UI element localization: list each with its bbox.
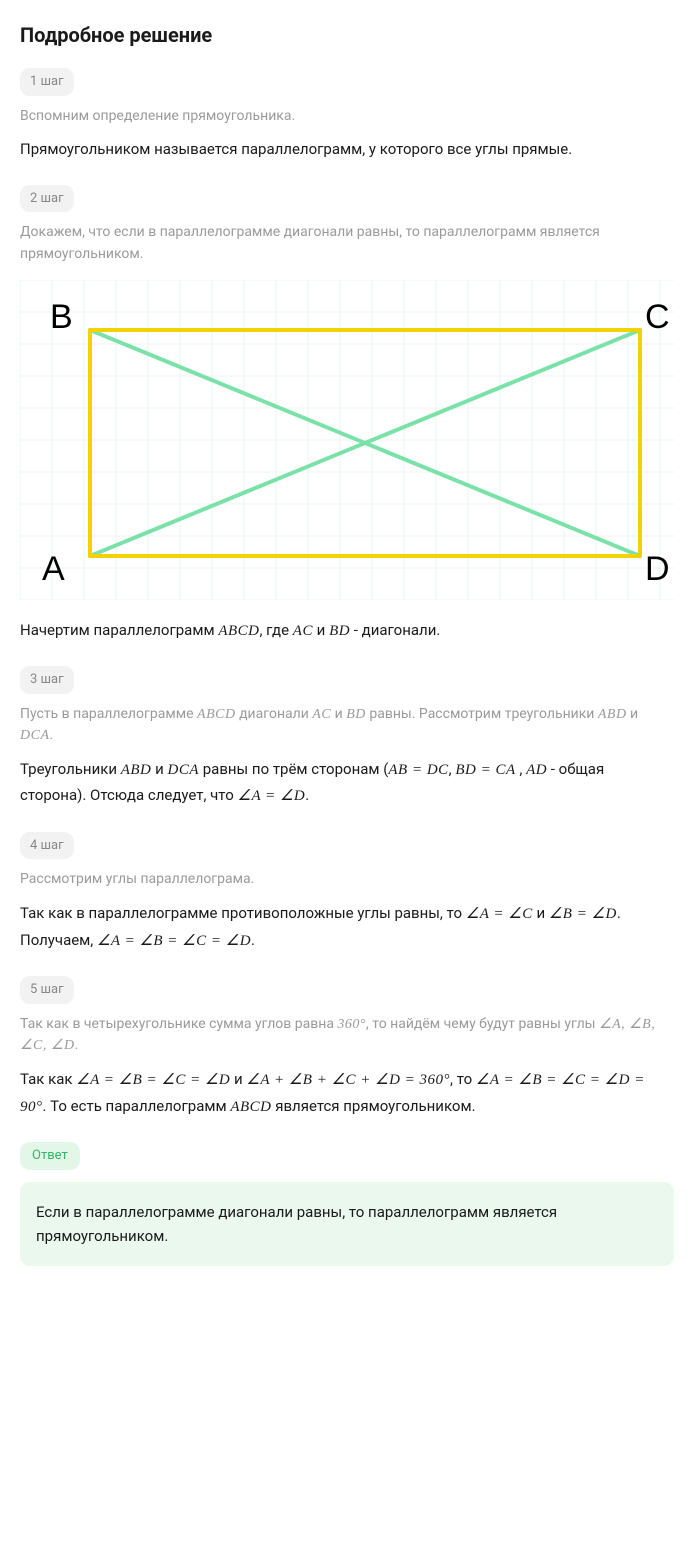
s3g-m1: ABCD [197, 707, 236, 722]
step-3: 3 шаг Пусть в параллелограмме ABCD диаго… [20, 666, 674, 810]
s5b-m1: ABCD [230, 1099, 271, 1115]
s5b-and: и [230, 1070, 246, 1088]
s3g-mid1: диагонали [236, 706, 313, 722]
s3g-pre: Пусть в параллелограмме [20, 706, 197, 722]
step-badge-4: 4 шаг [20, 832, 74, 860]
s3g-m3: BD [346, 707, 366, 722]
step-2-gray: Докажем, что если в параллелограмме диаг… [20, 222, 674, 265]
s3g-mid2: равны. Рассмотрим треугольники [366, 706, 598, 722]
s3b-and: и [151, 760, 167, 778]
s4b-eq1: ∠A = ∠C [466, 906, 533, 922]
caption-m2: AC [293, 623, 313, 639]
step-4-black: Так как в параллелограмме противоположны… [20, 901, 674, 954]
step-4: 4 шаг Рассмотрим углы параллелограма. Та… [20, 832, 674, 954]
svg-text:D: D [645, 550, 670, 588]
svg-text:C: C [645, 298, 670, 336]
s5b-mid: , то [450, 1070, 476, 1088]
s4b-and: и [533, 904, 549, 922]
s5g-pre: Так как в четырехугольнике сумма углов р… [20, 1016, 337, 1032]
step-2-caption: Начертим параллелограмм ABCD, где AC и B… [20, 618, 674, 645]
s3g-end: . [50, 727, 54, 743]
caption-and: и [313, 621, 329, 639]
answer-badge: Ответ [20, 1142, 80, 1170]
step-badge-5: 5 шаг [20, 976, 74, 1004]
step-1-gray: Вспомним определение прямоугольника. [20, 106, 674, 128]
page-title: Подробное решение [20, 20, 674, 50]
step-1: 1 шаг Вспомним определение прямоугольник… [20, 68, 674, 163]
s3g-m2: AC [312, 707, 331, 722]
step-1-black: Прямоугольником называется параллелограм… [20, 137, 674, 163]
answer-block: Ответ Если в параллелограмме диагонали р… [20, 1142, 674, 1266]
s3b-eq2: BD = CA [455, 762, 515, 778]
s5g-m1: 360° [337, 1017, 366, 1032]
svg-text:A: A [42, 550, 65, 588]
s3b-pre: Треугольники [20, 760, 121, 778]
s4b-eq3: ∠A = ∠B = ∠C = ∠D [97, 933, 251, 949]
s3b-c2: , [516, 760, 526, 778]
s4b-eq2: ∠B = ∠D [549, 906, 617, 922]
s3b-end: . [305, 786, 309, 804]
caption-m1: ABCD [218, 623, 259, 639]
step-2: 2 шаг Докажем, что если в параллелограмм… [20, 185, 674, 644]
s5b-eq1: ∠A = ∠B = ∠C = ∠D [76, 1072, 230, 1088]
step-badge-2: 2 шаг [20, 185, 74, 213]
step-badge-3: 3 шаг [20, 666, 74, 694]
step-5-black: Так как ∠A = ∠B = ∠C = ∠D и ∠A + ∠B + ∠C… [20, 1067, 674, 1120]
caption-post: - диагонали. [350, 621, 440, 639]
s4b-end: . [251, 931, 255, 949]
rectangle-diagram: B C A D [20, 280, 674, 600]
svg-text:B: B [50, 298, 73, 336]
s3g-m5: DCA [20, 728, 50, 743]
s5g-mid: , то найдём чему будут равны углы [366, 1016, 599, 1032]
step-5: 5 шаг Так как в четырехугольнике сумма у… [20, 976, 674, 1120]
caption-m3: BD [329, 623, 350, 639]
s4b-pre: Так как в параллелограмме противоположны… [20, 904, 466, 922]
s5b-mid2: . То есть параллелограмм [43, 1097, 231, 1115]
step-badge-1: 1 шаг [20, 68, 74, 96]
caption-text: Начертим параллелограмм [20, 621, 218, 639]
s3b-eq3: ∠A = ∠D [238, 788, 306, 804]
s3b-m2: DCA [168, 762, 200, 778]
s3b-m3: AD [526, 762, 547, 778]
step-3-gray: Пусть в параллелограмме ABCD диагонали A… [20, 704, 674, 747]
s5b-end: является прямоугольником. [272, 1097, 476, 1115]
s3g-m4: ABD [598, 707, 627, 722]
caption-mid: , где [259, 621, 292, 639]
s3b-mid: равны по трём сторонам ( [199, 760, 388, 778]
s3g-and2: и [627, 706, 639, 722]
step-3-black: Треугольники ABD и DCA равны по трём сто… [20, 757, 674, 810]
s5g-end: . [75, 1037, 79, 1053]
step-4-gray: Рассмотрим углы параллелограма. [20, 869, 674, 891]
s5b-pre: Так как [20, 1070, 76, 1088]
s5b-eq2: ∠A + ∠B + ∠C + ∠D = 360° [246, 1072, 450, 1088]
answer-text: Если в параллелограмме диагонали равны, … [20, 1182, 674, 1266]
step-5-gray: Так как в четырехугольнике сумма углов р… [20, 1014, 674, 1057]
diagram-svg: B C A D [20, 280, 674, 600]
s3b-eq1: AB = DC [388, 762, 448, 778]
s3g-and: и [331, 706, 346, 722]
s3b-m1: ABD [121, 762, 152, 778]
